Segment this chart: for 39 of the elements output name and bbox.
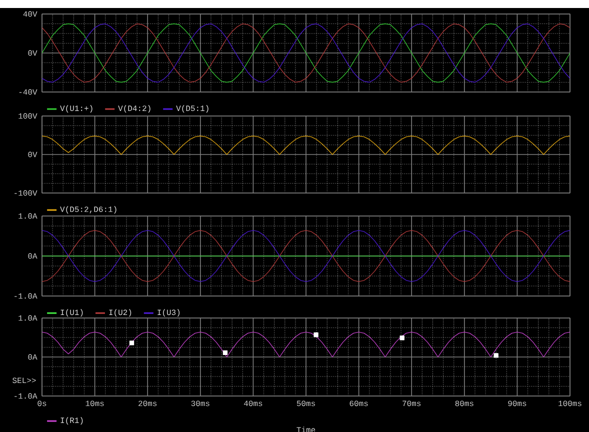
x-tick-label: 20ms (138, 400, 157, 406)
legend-label: I(U2) (109, 309, 132, 317)
y-tick-label: -40V (19, 89, 38, 95)
y-tick-label: 0A (28, 354, 38, 360)
x-tick-label: 60ms (350, 400, 368, 406)
y-tick-label: 100V (18, 113, 38, 119)
legend-label: V(D4:2) (118, 105, 150, 113)
y-tick-label: 40V (23, 11, 38, 17)
y-tick-label: 1.0A (18, 213, 38, 219)
y-tick-label: 1.0A (18, 315, 38, 321)
x-tick-label: 100ms (558, 400, 582, 406)
x-tick-label: 30ms (191, 400, 210, 406)
x-tick-label: 90ms (508, 400, 526, 406)
point (129, 340, 134, 346)
legend-label: I(U3) (158, 309, 180, 317)
y-tick-label: 0V (28, 152, 38, 158)
legend-label: I(U1) (60, 309, 83, 317)
x-tick-label: 70ms (402, 400, 421, 406)
y-tick-label: -1.0A (14, 293, 38, 299)
y-tick-label: 0A (28, 253, 38, 259)
point (400, 336, 404, 340)
point (222, 350, 228, 356)
point (314, 332, 318, 338)
point (494, 353, 498, 358)
legend-label: V(U1:+) (60, 105, 92, 113)
y-tick-label: -1.0A (14, 393, 38, 399)
y-tick-label: 0V (28, 50, 38, 56)
y-tick-label: -100V (14, 190, 38, 196)
line-series (42, 136, 570, 155)
legend-label: V(D5:1) (176, 105, 208, 113)
x-tick-label: 40ms (244, 400, 262, 406)
x-tick-label: 10ms (86, 400, 104, 406)
x-tick-label: 50ms (296, 400, 315, 406)
x-tick-label: 0s (38, 400, 46, 406)
line-series (42, 332, 570, 358)
legend-label: I(R1) (60, 417, 83, 425)
legend-label: V(D5:2,D6:1) (60, 206, 116, 214)
text: SEL>> (12, 378, 36, 384)
x-tick-label: 80ms (455, 400, 474, 406)
